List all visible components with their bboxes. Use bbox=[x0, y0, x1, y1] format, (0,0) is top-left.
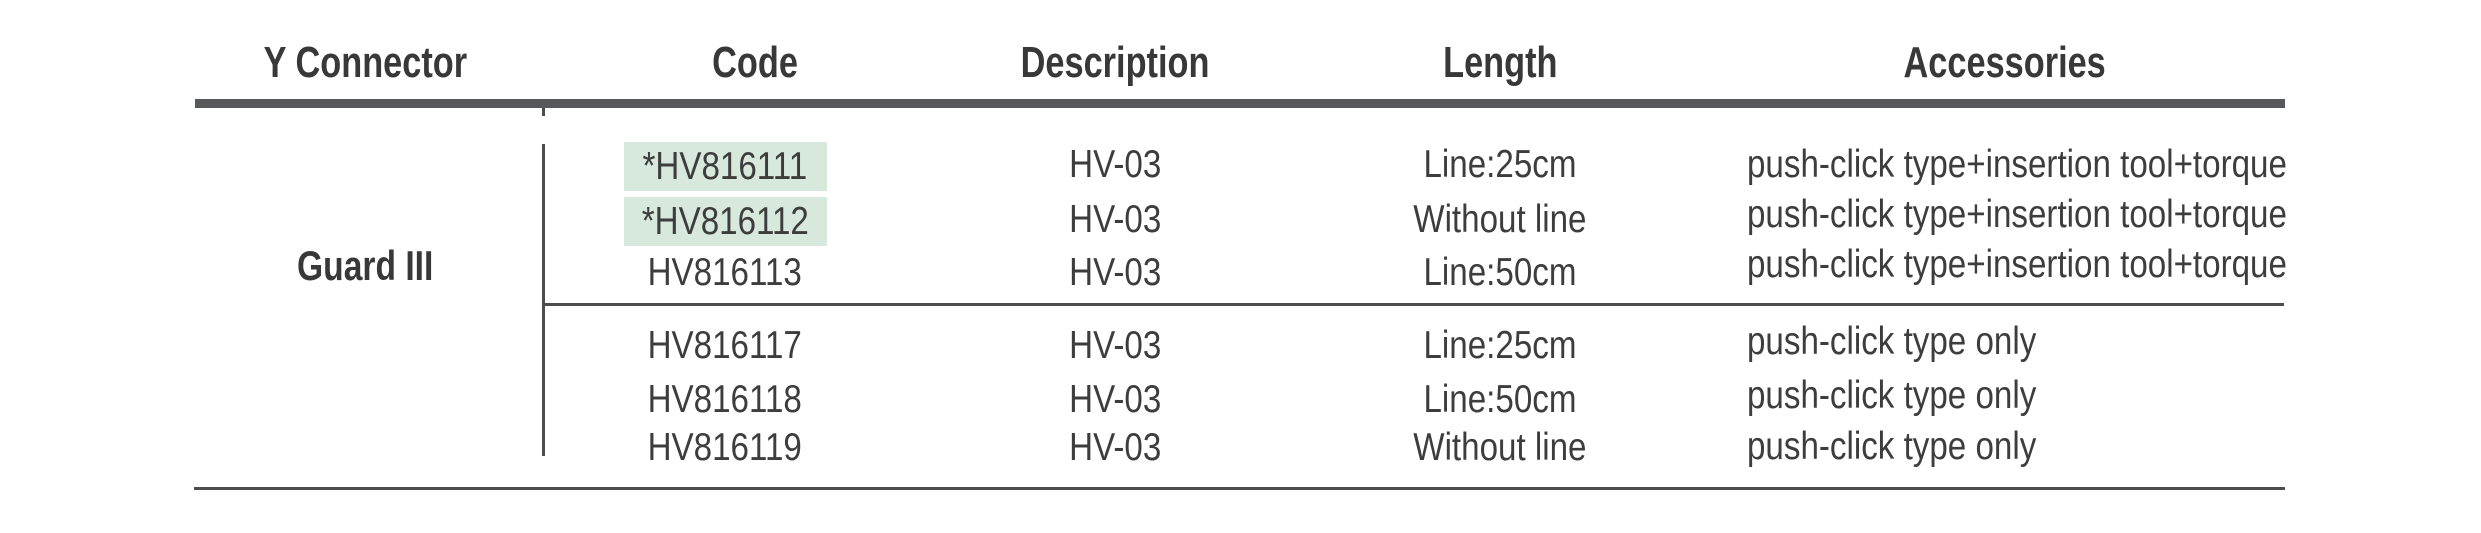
code-cell: HV816118 bbox=[520, 373, 930, 427]
column-divider-line bbox=[542, 144, 545, 456]
code-text: *HV816111 bbox=[642, 145, 808, 189]
table-bottom-rule bbox=[194, 487, 2285, 490]
description-cell: HV-03 bbox=[950, 373, 1280, 427]
description-cell: HV-03 bbox=[950, 193, 1280, 247]
code-text: HV816118 bbox=[647, 378, 803, 421]
header-length-label: Length bbox=[1442, 38, 1558, 87]
accessories-text: push-click type only bbox=[1747, 425, 2037, 468]
code-cell: *HV816112 bbox=[520, 193, 930, 247]
code-text: HV816117 bbox=[647, 324, 803, 367]
accessories-text: push-click type+insertion tool+torque bbox=[1747, 243, 2287, 286]
header-length: Length bbox=[1295, 38, 1705, 88]
accessories-text: push-click type only bbox=[1747, 320, 2037, 363]
header-code: Code bbox=[545, 38, 965, 88]
description-text: HV-03 bbox=[1068, 426, 1162, 469]
header-description-label: Description bbox=[1020, 38, 1210, 87]
column-divider-stub bbox=[542, 108, 545, 116]
header-description: Description bbox=[950, 38, 1280, 88]
code-text: HV816113 bbox=[647, 251, 803, 294]
length-text: Line:25cm bbox=[1423, 143, 1577, 186]
header-accessories: Accessories bbox=[1705, 38, 2305, 88]
code-cell: *HV816111 bbox=[520, 138, 930, 192]
header-code-label: Code bbox=[712, 38, 798, 87]
code-cell: HV816117 bbox=[520, 319, 930, 373]
accessories-cell: push-click type only bbox=[1705, 369, 2290, 423]
group-label-text: Guard III bbox=[296, 242, 434, 289]
description-text: HV-03 bbox=[1068, 378, 1162, 421]
length-cell: Line:25cm bbox=[1295, 319, 1705, 373]
header-rule bbox=[195, 99, 2285, 108]
length-text: Line:50cm bbox=[1423, 378, 1577, 421]
accessories-cell: push-click type+insertion tool+torque bbox=[1705, 188, 2290, 242]
description-cell: HV-03 bbox=[950, 138, 1280, 192]
description-text: HV-03 bbox=[1068, 143, 1162, 186]
code-text: HV816119 bbox=[647, 426, 803, 469]
description-text: HV-03 bbox=[1068, 251, 1162, 294]
accessories-cell: push-click type only bbox=[1705, 315, 2290, 369]
header-y-connector-label: Y Connector bbox=[263, 38, 467, 87]
description-text: HV-03 bbox=[1068, 324, 1162, 367]
description-cell: HV-03 bbox=[950, 319, 1280, 373]
description-cell: HV-03 bbox=[950, 421, 1280, 475]
description-cell: HV-03 bbox=[950, 246, 1280, 300]
code-highlight: *HV816111 bbox=[623, 142, 827, 192]
header-y-connector: Y Connector bbox=[185, 38, 545, 88]
length-text: Without line bbox=[1413, 426, 1587, 469]
code-text: *HV816112 bbox=[641, 200, 809, 244]
length-text: Without line bbox=[1413, 198, 1587, 241]
group-label-guard-iii: Guard III bbox=[185, 240, 545, 292]
length-cell: Line:50cm bbox=[1295, 246, 1705, 300]
length-cell: Without line bbox=[1295, 193, 1705, 247]
code-cell: HV816119 bbox=[520, 421, 930, 475]
accessories-text: push-click type only bbox=[1747, 374, 2037, 417]
length-cell: Line:50cm bbox=[1295, 373, 1705, 427]
length-text: Line:50cm bbox=[1423, 251, 1577, 294]
length-cell: Without line bbox=[1295, 421, 1705, 475]
length-text: Line:25cm bbox=[1423, 324, 1577, 367]
description-text: HV-03 bbox=[1068, 198, 1162, 241]
code-cell: HV816113 bbox=[520, 246, 930, 300]
accessories-cell: push-click type only bbox=[1705, 420, 2290, 474]
header-accessories-label: Accessories bbox=[1903, 38, 2107, 87]
accessories-text: push-click type+insertion tool+torque bbox=[1747, 193, 2287, 236]
accessories-cell: push-click type+insertion tool+torque bbox=[1705, 238, 2290, 292]
accessories-text: push-click type+insertion tool+torque bbox=[1747, 143, 2287, 186]
length-cell: Line:25cm bbox=[1295, 138, 1705, 192]
code-highlight: *HV816112 bbox=[623, 197, 827, 247]
row-group-divider bbox=[543, 303, 2284, 306]
accessories-cell: push-click type+insertion tool+torque bbox=[1705, 138, 2290, 192]
